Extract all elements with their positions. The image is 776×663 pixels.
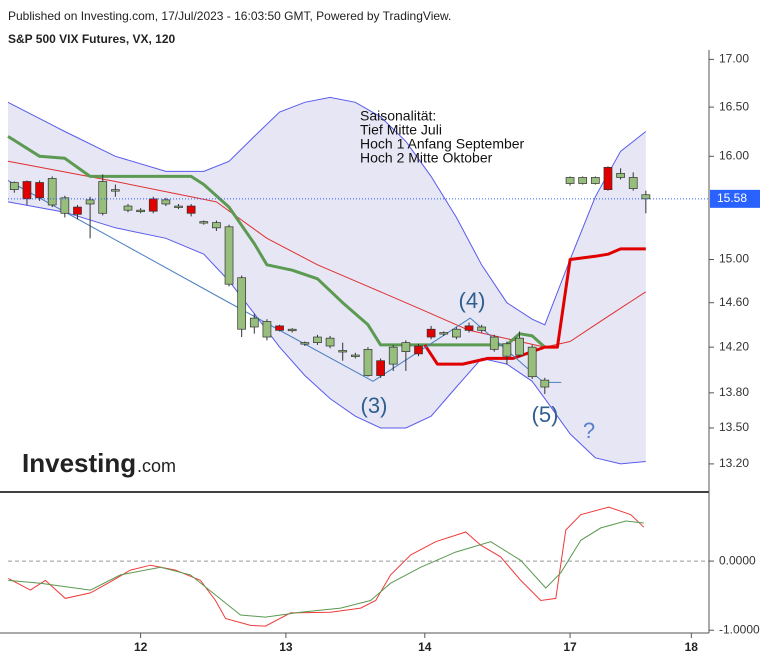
candle-body xyxy=(325,337,335,347)
candle-body xyxy=(249,317,259,328)
overlay-line xyxy=(423,247,646,366)
x-tick-label: 13 xyxy=(279,640,293,654)
y-tick-label: 13.50 xyxy=(719,420,749,434)
overlay-line xyxy=(7,135,546,349)
candle-body xyxy=(60,197,70,214)
candle-body xyxy=(237,277,247,330)
candle-body xyxy=(502,343,512,357)
candle-body xyxy=(616,173,625,178)
candle-body xyxy=(489,336,499,350)
annotation: Hoch 1 Anfang September xyxy=(360,136,525,152)
candle-body xyxy=(22,181,32,200)
candle-body xyxy=(262,321,272,338)
candle-body xyxy=(515,337,524,356)
y-tick-label: -1.0000 xyxy=(719,622,760,636)
candle-body xyxy=(388,346,398,365)
y-tick-label: 17.00 xyxy=(719,52,749,66)
logo: Investing xyxy=(22,448,136,478)
candle-body xyxy=(628,177,638,189)
candle-body xyxy=(464,325,474,331)
candle-body xyxy=(641,194,651,200)
overlay-line xyxy=(7,160,647,348)
oscillator-line xyxy=(8,506,645,627)
annotation: Tief Mitte Juli xyxy=(360,122,442,138)
y-tick-label: 13.80 xyxy=(719,385,749,399)
candle-body xyxy=(565,177,575,184)
x-tick-label: 12 xyxy=(134,640,148,654)
last-price-box xyxy=(710,189,760,208)
wave-label: ? xyxy=(583,418,595,443)
wave-label: (3) xyxy=(361,393,388,418)
candle-body xyxy=(287,328,297,332)
band-upper xyxy=(7,96,647,326)
candle-body xyxy=(98,181,108,214)
y-tick-label: 16.50 xyxy=(719,99,749,113)
candle-body xyxy=(527,346,537,378)
candle-body xyxy=(186,205,196,214)
candle-body xyxy=(338,350,348,353)
candle-body xyxy=(47,178,57,206)
y-tick-label: 15.00 xyxy=(719,252,749,266)
candle-body xyxy=(426,328,436,338)
x-tick-label: 14 xyxy=(418,640,432,654)
candle-body xyxy=(439,332,449,335)
y-tick-label: 14.60 xyxy=(719,295,749,309)
candle-body xyxy=(313,336,322,343)
candle-body xyxy=(85,199,95,205)
candle-body xyxy=(148,198,158,212)
candle-body xyxy=(350,354,360,357)
last-price-label: 15.58 xyxy=(717,191,747,205)
band-fill xyxy=(8,97,646,464)
candle-body xyxy=(300,342,310,345)
candle-body xyxy=(603,166,613,190)
oscillator-line xyxy=(8,520,644,618)
candle-body xyxy=(35,182,44,199)
logo: .com xyxy=(137,456,176,476)
candle-body xyxy=(212,222,221,229)
candle-body xyxy=(199,221,209,224)
candle-body xyxy=(401,342,411,352)
x-tick-label: 18 xyxy=(685,640,699,654)
candle-body xyxy=(477,326,486,331)
y-tick-label: 16.00 xyxy=(719,148,749,162)
plot-area xyxy=(7,96,709,627)
candle-body xyxy=(73,206,82,215)
candle-body xyxy=(9,182,19,190)
annotation: Saisonalität: xyxy=(360,108,436,124)
candle-body xyxy=(174,205,183,208)
y-tick-label: 0.0000 xyxy=(719,553,756,567)
candle-body xyxy=(363,349,373,376)
chart-title: S&P 500 VIX Futures, VX, 120 xyxy=(8,32,176,46)
candle-body xyxy=(136,209,145,213)
candle-body xyxy=(224,226,234,285)
annotation: Hoch 2 Mitte Oktober xyxy=(360,150,493,166)
candle-body xyxy=(590,177,600,184)
wave-label: (4) xyxy=(459,288,486,313)
y-tick-label: 13.20 xyxy=(719,456,749,470)
candle-body xyxy=(376,360,385,376)
band-lower xyxy=(7,201,646,465)
candle-body xyxy=(452,328,461,338)
y-tick-label: 14.20 xyxy=(719,339,749,353)
candle-body xyxy=(275,325,284,331)
x-tick-label: 17 xyxy=(563,640,577,654)
candle-body xyxy=(540,379,550,388)
candle-body xyxy=(111,189,120,192)
wave-label: (5) xyxy=(532,402,559,427)
published-note: Published on Investing.com, 17/Jul/2023 … xyxy=(8,9,451,23)
candle-body xyxy=(414,345,423,355)
candle-body xyxy=(578,177,588,184)
candle-body xyxy=(123,205,133,211)
candle-body xyxy=(161,199,171,205)
